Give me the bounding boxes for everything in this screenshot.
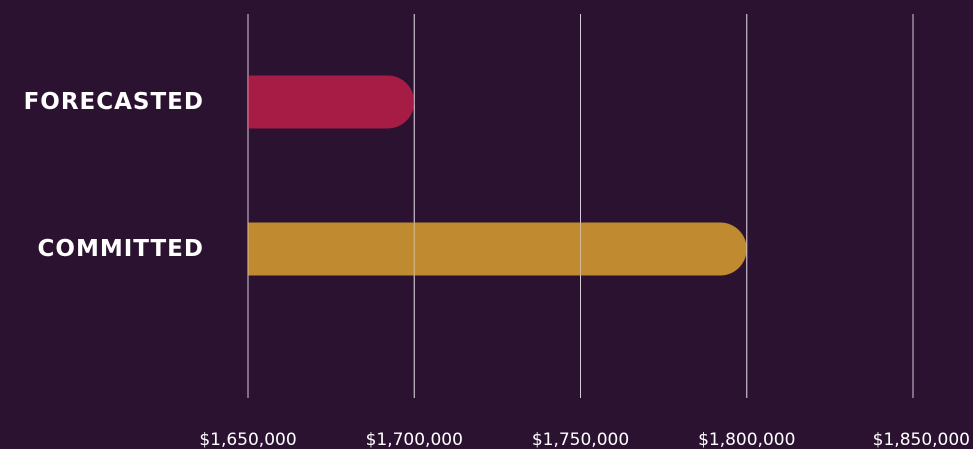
x-tick-label-2: $1,750,000 — [532, 430, 629, 449]
category-label-forecasted: FORECASTED — [24, 89, 204, 115]
x-tick-label-3: $1,800,000 — [698, 430, 795, 449]
bar-forecasted — [248, 75, 415, 129]
category-label-committed: COMMITTED — [38, 236, 204, 262]
bar-committed — [248, 222, 747, 276]
x-axis-tick-labels: $1,650,000 $1,700,000 $1,750,000 $1,800,000… — [199, 430, 970, 449]
category-labels: FORECASTED COMMITTED — [24, 89, 204, 262]
x-tick-label-4: $1,850,000 — [873, 430, 970, 449]
x-tick-label-1: $1,700,000 — [366, 430, 463, 449]
bars — [247, 14, 914, 398]
x-tick-label-0: $1,650,000 — [199, 430, 296, 449]
